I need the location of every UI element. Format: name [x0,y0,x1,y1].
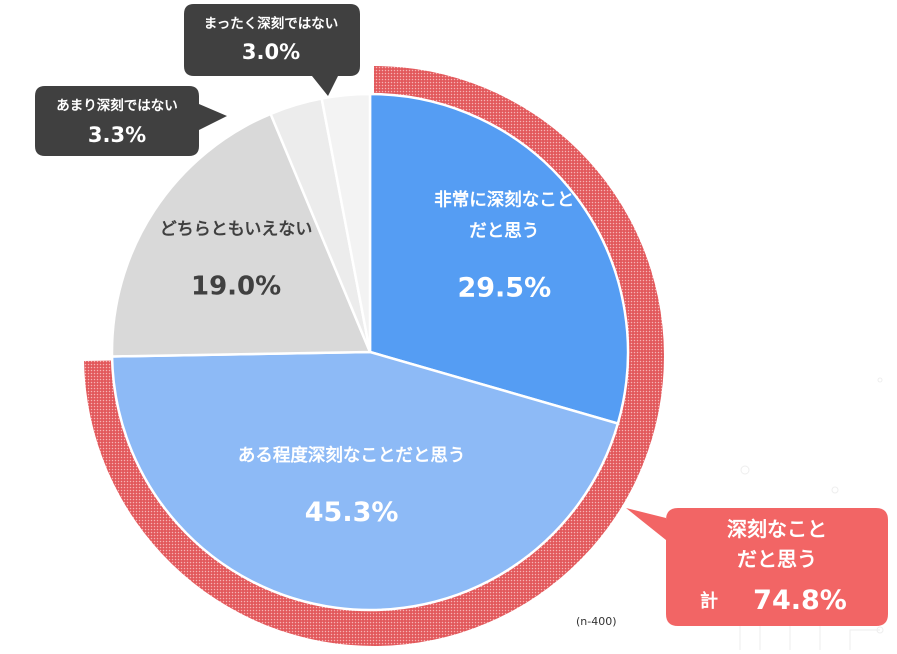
pie-slice-1 [368,92,630,426]
callout-not-very-serious: あまり深刻ではない 3.3% [35,86,227,156]
pie-slice-2-label-line-1: ある程度深刻なことだと思う [238,445,466,466]
pie-slice-2-value: 45.3% [305,497,399,528]
total-serious-callout: 深刻なこと だと思う 計 74.8% [626,508,888,626]
pie-slice-1-label-line-1: 非常に深刻なこと [434,190,574,211]
total-callout-prefix: 計 [700,590,718,612]
sample-size-note: (n-400) [576,615,617,628]
callout-not-very-serious-label: あまり深刻ではない [56,97,178,114]
callout-not-serious-at-all-label: まったく深刻ではない [204,15,338,32]
pie-slice-2 [110,350,620,612]
pie-slice-3 [110,112,372,358]
total-callout-value: 74.8% [753,585,847,616]
total-callout-label-line-2: だと思う [737,547,817,571]
pie-slice-5 [320,92,372,353]
pie-slice-3-value: 19.0% [191,271,281,301]
callout-not-serious-at-all: まったく深刻ではない 3.0% [184,4,360,96]
callout-not-very-serious-value: 3.3% [88,123,146,147]
total-callout-label-line-1: 深刻なこと [727,517,827,541]
pie-slice-1-label-line-2: だと思う [469,222,539,242]
pie-slice-1-value: 29.5% [457,273,551,304]
pie-slices [110,92,630,612]
pie-slice-3-label-line-1: どちらともいえない [160,219,313,239]
callout-not-serious-at-all-value: 3.0% [242,40,300,64]
